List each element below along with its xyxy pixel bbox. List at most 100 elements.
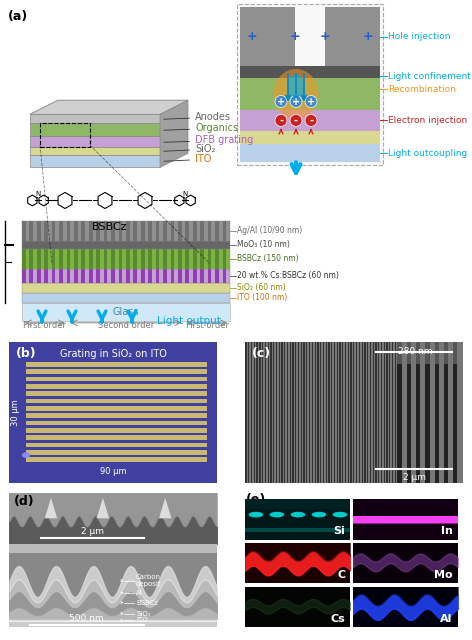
Bar (29, 269, 33, 283)
Text: (d): (d) (14, 495, 34, 509)
Text: 280 nm: 280 nm (397, 347, 432, 356)
Bar (185, 269, 189, 283)
Text: Organics: Organics (164, 124, 238, 133)
Bar (331, 342, 332, 483)
Bar (67, 248, 70, 269)
Bar (22, 269, 25, 283)
Bar (278, 342, 280, 483)
Text: Light output: Light output (157, 316, 221, 326)
Polygon shape (30, 115, 160, 124)
Bar (178, 248, 182, 269)
Text: Ag/Al (10/90 nm): Ag/Al (10/90 nm) (237, 226, 302, 235)
Text: Hole injection: Hole injection (388, 32, 450, 41)
Bar (44, 221, 48, 241)
Bar (156, 248, 160, 269)
Bar (82, 269, 85, 283)
Bar (118, 269, 122, 283)
Bar (425, 364, 430, 483)
Bar (237, 4, 383, 165)
Bar (309, 342, 310, 483)
Bar (293, 342, 294, 483)
Text: ITO: ITO (164, 154, 211, 164)
Bar (9, 619, 217, 622)
Bar (170, 269, 174, 283)
Bar (320, 342, 321, 483)
Bar (251, 342, 252, 483)
Text: Recombination: Recombination (388, 84, 456, 93)
Bar (82, 248, 85, 269)
Bar (134, 221, 137, 241)
Bar (104, 221, 108, 241)
Bar (22, 221, 230, 241)
Ellipse shape (273, 69, 319, 119)
Bar (200, 248, 204, 269)
Text: (c): (c) (252, 347, 271, 360)
Text: 90 μm: 90 μm (100, 467, 126, 476)
Bar (223, 248, 226, 269)
Bar (9, 493, 217, 544)
Bar (22, 241, 230, 248)
Bar (22, 292, 230, 303)
Bar (89, 248, 93, 269)
Polygon shape (30, 109, 188, 124)
Bar (126, 221, 130, 241)
Bar (342, 342, 344, 483)
Bar (276, 342, 277, 483)
Bar (141, 269, 144, 283)
Text: C: C (337, 570, 345, 580)
Text: +: + (277, 97, 285, 106)
Bar (26, 399, 207, 403)
Text: 500 nm: 500 nm (69, 614, 103, 623)
Text: N: N (182, 191, 188, 196)
Circle shape (305, 95, 317, 108)
Text: +: + (307, 97, 315, 106)
Text: Light confinement: Light confinement (388, 72, 471, 81)
Bar (111, 269, 115, 283)
Bar (359, 342, 360, 483)
Bar (384, 342, 385, 483)
Polygon shape (30, 100, 188, 115)
Bar (26, 443, 207, 447)
Circle shape (305, 115, 317, 127)
Bar (353, 516, 458, 523)
Text: MoO₃ (10 nm): MoO₃ (10 nm) (237, 240, 290, 249)
Bar (22, 221, 25, 241)
Bar (126, 269, 130, 283)
Bar (208, 221, 211, 241)
Bar (44, 269, 48, 283)
Circle shape (270, 512, 284, 517)
Bar (22, 269, 230, 283)
Bar (381, 342, 382, 483)
Bar (389, 342, 390, 483)
Text: First order: First order (24, 321, 67, 330)
Bar (26, 413, 207, 418)
Bar (170, 248, 174, 269)
Bar (281, 342, 283, 483)
Text: BSBCz: BSBCz (92, 221, 128, 232)
Bar (22, 248, 25, 269)
Text: -: - (279, 115, 283, 125)
Text: ITO: ITO (136, 618, 148, 623)
Bar (407, 364, 411, 483)
Polygon shape (159, 498, 171, 518)
Polygon shape (30, 156, 160, 168)
Text: 20 wt.% Cs:BSBCz (60 nm): 20 wt.% Cs:BSBCz (60 nm) (237, 271, 339, 280)
Circle shape (333, 512, 347, 517)
Bar (248, 342, 249, 483)
Bar (444, 364, 448, 483)
Bar (148, 248, 152, 269)
Bar (118, 221, 122, 241)
Bar (141, 221, 144, 241)
Text: (a): (a) (8, 10, 28, 23)
Bar (37, 248, 41, 269)
Bar (416, 364, 420, 483)
Text: -: - (294, 115, 298, 125)
Bar (148, 269, 152, 283)
Bar (444, 342, 448, 364)
Bar (367, 342, 368, 483)
Text: 2 μm: 2 μm (81, 527, 104, 536)
Bar (200, 221, 204, 241)
Bar (178, 221, 182, 241)
Bar (375, 342, 377, 483)
Bar (170, 221, 174, 241)
